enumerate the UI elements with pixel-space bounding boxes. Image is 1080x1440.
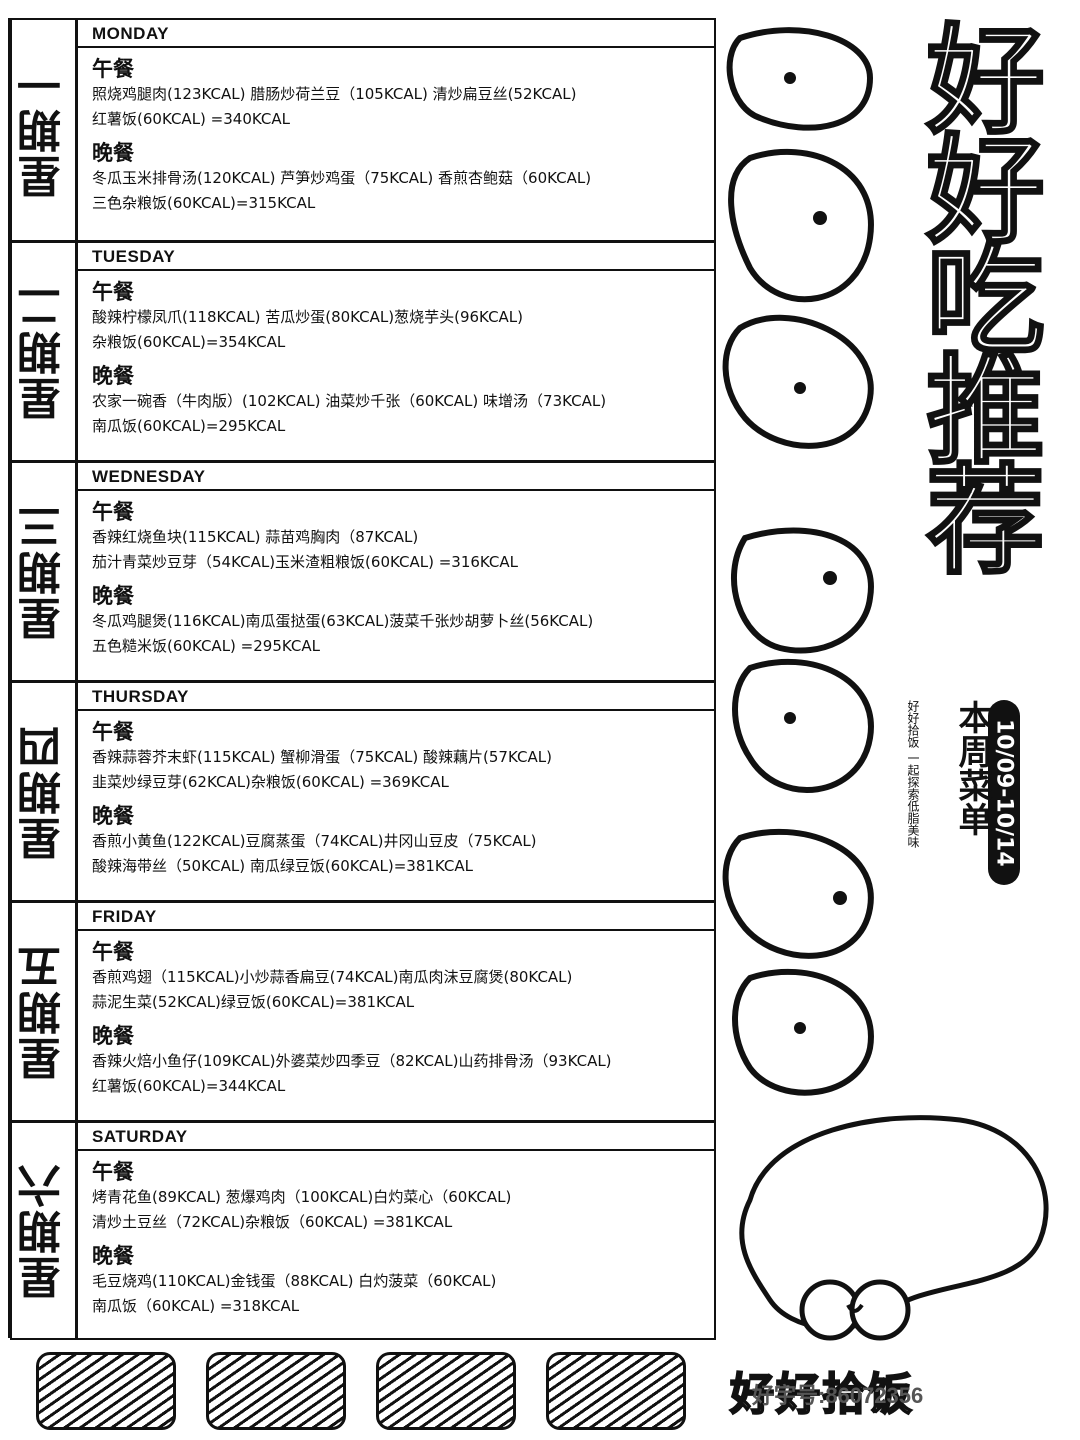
lunch-title: 午餐 xyxy=(92,940,134,964)
dinner-title: 晚餐 xyxy=(92,584,134,608)
dinner-line: 农家一碗香（牛肉版）(102KCAL) 油菜炒千张（60KCAL) 味增汤（73… xyxy=(92,392,607,410)
day-name-cn: 星期一 xyxy=(17,61,69,199)
food-box-image xyxy=(546,1352,686,1430)
lunch-title: 午餐 xyxy=(92,720,134,744)
day-label-column: 星期四 xyxy=(12,683,78,900)
lunch-line: 蒜泥生菜(52KCAL)绿豆饭(60KCAL)=381KCAL xyxy=(92,993,415,1011)
mascot-blob-illustration xyxy=(739,1115,1049,1341)
dinner-title: 晚餐 xyxy=(92,804,134,828)
day-label-column: 星期六 xyxy=(12,1123,78,1338)
day-meals: 午餐 酸辣柠檬凤爪(118KCAL) 苦瓜炒蛋(80KCAL)葱烧芋头(96KC… xyxy=(78,271,714,439)
wechat-watermark: 好宇号:86072356 xyxy=(752,1383,924,1408)
day-separator xyxy=(12,460,714,463)
food-box-image xyxy=(206,1352,346,1430)
day-name-cn: 星期二 xyxy=(17,282,69,421)
lunch-line: 烤青花鱼(89KCAL) 葱爆鸡肉（100KCAL)白灼菜心（60KCAL) xyxy=(92,1188,512,1206)
lunch-line: 香煎鸡翅（115KCAL)小炒蒜香扁豆(74KCAL)南瓜肉沫豆腐煲(80KCA… xyxy=(92,968,573,986)
date-range-badge: 10/09-10/14 xyxy=(988,700,1020,885)
lunch-line: 红薯饭(60KCAL) =340KCAL xyxy=(92,110,290,128)
dinner-line: 香辣火焙小鱼仔(109KCAL)外婆菜炒四季豆（82KCAL)山药排骨汤（93K… xyxy=(92,1052,612,1070)
day-separator xyxy=(12,900,714,903)
day-block-wednesday: 星期三 WEDNESDAY 午餐 香辣红烧鱼块(115KCAL) 蒜苗鸡胸肉（8… xyxy=(12,463,714,680)
poster-slogan: 好好拾饭 一起探索低脂美味 xyxy=(906,700,920,848)
day-label-column: 星期二 xyxy=(12,243,78,460)
dinner-title: 晚餐 xyxy=(92,364,134,388)
dinner-line: 五色糙米饭(60KCAL) =295KCAL xyxy=(92,637,320,655)
lunch-title: 午餐 xyxy=(92,500,134,524)
day-name-cn: 星期三 xyxy=(17,502,69,641)
day-name-en: TUESDAY xyxy=(78,243,714,271)
bubble-letter-art xyxy=(722,27,874,1096)
day-name-en: SATURDAY xyxy=(78,1123,714,1151)
dinner-line: 香煎小黄鱼(122KCAL)豆腐蒸蛋（74KCAL)井冈山豆皮（75KCAL) xyxy=(92,832,537,850)
day-name-en: MONDAY xyxy=(78,20,714,48)
day-name-en: FRIDAY xyxy=(78,903,714,931)
day-meals: 午餐 香辣蒜蓉芥末虾(115KCAL) 蟹柳滑蛋（75KCAL) 酸辣藕片(57… xyxy=(78,711,714,879)
day-label-column: 星期五 xyxy=(12,903,78,1120)
day-label-column: 星期一 xyxy=(12,20,78,240)
dinner-line: 南瓜饭(60KCAL)=295KCAL xyxy=(92,417,286,435)
day-name-cn: 星期六 xyxy=(17,1161,69,1300)
dinner-line: 酸辣海带丝（50KCAL) 南瓜绿豆饭(60KCAL)=381KCAL xyxy=(92,857,474,875)
day-name-en: THURSDAY xyxy=(78,683,714,711)
day-block-monday: 星期一 MONDAY 午餐 照烧鸡腿肉(123KCAL) 腊肠炒荷兰豆（105K… xyxy=(12,20,714,240)
day-block-tuesday: 星期二 TUESDAY 午餐 酸辣柠檬凤爪(118KCAL) 苦瓜炒蛋(80KC… xyxy=(12,243,714,460)
day-block-saturday: 星期六 SATURDAY 午餐 烤青花鱼(89KCAL) 葱爆鸡肉（100KCA… xyxy=(12,1123,714,1338)
day-separator xyxy=(12,680,714,683)
food-box-image xyxy=(376,1352,516,1430)
lunch-title: 午餐 xyxy=(92,280,134,304)
lunch-line: 照烧鸡腿肉(123KCAL) 腊肠炒荷兰豆（105KCAL) 清炒扁豆丝(52K… xyxy=(92,85,577,103)
day-separator xyxy=(12,1120,714,1123)
day-block-thursday: 星期四 THURSDAY 午餐 香辣蒜蓉芥末虾(115KCAL) 蟹柳滑蛋（75… xyxy=(12,683,714,900)
day-separator xyxy=(12,240,714,243)
poster-title: 好好吃推荐 xyxy=(905,17,1046,570)
lunch-line: 酸辣柠檬凤爪(118KCAL) 苦瓜炒蛋(80KCAL)葱烧芋头(96KCAL) xyxy=(92,308,524,326)
lunch-line: 茄汁青菜炒豆芽（54KCAL)玉米渣粗粮饭(60KCAL) =316KCAL xyxy=(92,553,519,571)
day-name-cn: 星期四 xyxy=(17,722,69,861)
dinner-title: 晚餐 xyxy=(92,1024,134,1048)
lunch-line: 杂粮饭(60KCAL)=354KCAL xyxy=(92,333,286,351)
dinner-line: 三色杂粮饭(60KCAL)=315KCAL xyxy=(92,194,316,212)
day-name-cn: 星期五 xyxy=(17,942,69,1081)
lunch-title: 午餐 xyxy=(92,1160,134,1184)
lunch-line: 香辣红烧鱼块(115KCAL) 蒜苗鸡胸肉（87KCAL) xyxy=(92,528,419,546)
day-name-en: WEDNESDAY xyxy=(78,463,714,491)
brand-logo-text: 好好拾饭 xyxy=(729,1368,914,1421)
day-meals: 午餐 香辣红烧鱼块(115KCAL) 蒜苗鸡胸肉（87KCAL) 茄汁青菜炒豆芽… xyxy=(78,491,714,659)
day-meals: 午餐 照烧鸡腿肉(123KCAL) 腊肠炒荷兰豆（105KCAL) 清炒扁豆丝(… xyxy=(78,48,714,216)
dinner-line: 南瓜饭（60KCAL) =318KCAL xyxy=(92,1297,300,1315)
lunch-title: 午餐 xyxy=(92,57,134,81)
dinner-line: 冬瓜鸡腿煲(116KCAL)南瓜蛋挞蛋(63KCAL)菠菜千张炒胡萝卜丝(56K… xyxy=(92,612,594,630)
day-block-friday: 星期五 FRIDAY 午餐 香煎鸡翅（115KCAL)小炒蒜香扁豆(74KCAL… xyxy=(12,903,714,1120)
day-meals: 午餐 烤青花鱼(89KCAL) 葱爆鸡肉（100KCAL)白灼菜心（60KCAL… xyxy=(78,1151,714,1319)
dinner-line: 红薯饭(60KCAL)=344KCAL xyxy=(92,1077,286,1095)
day-meals: 午餐 香煎鸡翅（115KCAL)小炒蒜香扁豆(74KCAL)南瓜肉沫豆腐煲(80… xyxy=(78,931,714,1099)
weekly-menu-table: 星期一 MONDAY 午餐 照烧鸡腿肉(123KCAL) 腊肠炒荷兰豆（105K… xyxy=(10,18,716,1340)
day-label-column: 星期三 xyxy=(12,463,78,680)
food-box-image xyxy=(36,1352,176,1430)
dinner-line: 毛豆烧鸡(110KCAL)金钱蛋（88KCAL) 白灼菠菜（60KCAL) xyxy=(92,1272,497,1290)
poster-subtitle: 本周菜单 xyxy=(952,700,992,836)
dinner-line: 冬瓜玉米排骨汤(120KCAL) 芦笋炒鸡蛋（75KCAL) 香煎杏鲍菇（60K… xyxy=(92,169,592,187)
dinner-title: 晚餐 xyxy=(92,141,134,165)
dinner-title: 晚餐 xyxy=(92,1244,134,1268)
lunch-line: 香辣蒜蓉芥末虾(115KCAL) 蟹柳滑蛋（75KCAL) 酸辣藕片(57KCA… xyxy=(92,748,552,766)
lunch-line: 韭菜炒绿豆芽(62KCAL)杂粮饭(60KCAL) =369KCAL xyxy=(92,773,449,791)
lunch-line: 清炒土豆丝（72KCAL)杂粮饭（60KCAL) =381KCAL xyxy=(92,1213,453,1231)
